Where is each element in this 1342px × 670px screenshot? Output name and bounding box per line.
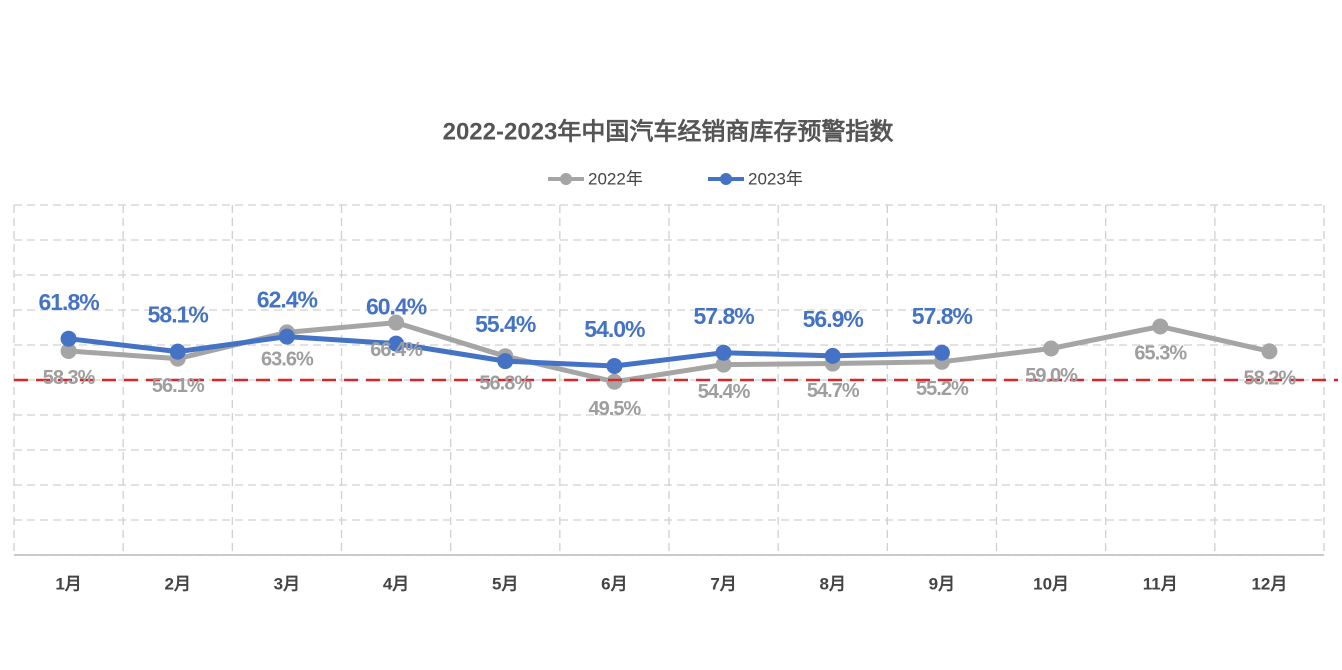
data-point <box>60 330 77 347</box>
data-label: 58.2% <box>1244 368 1297 390</box>
x-tick-label: 5月 <box>492 574 518 593</box>
data-point <box>933 344 950 361</box>
data-label: 56.1% <box>152 375 205 397</box>
legend-label: 2022年 <box>588 169 643 188</box>
x-tick-label: 8月 <box>820 574 846 593</box>
data-label: 49.5% <box>589 398 642 420</box>
legend-marker <box>720 173 732 185</box>
x-tick-label: 2月 <box>165 574 191 593</box>
data-label: 55.4% <box>475 311 536 337</box>
data-label: 60.4% <box>366 294 427 320</box>
data-label: 58.3% <box>43 367 96 389</box>
legend-label: 2023年 <box>748 169 803 188</box>
data-label: 57.8% <box>912 303 973 329</box>
data-label: 57.8% <box>693 303 754 329</box>
chart-title: 2022-2023年中国汽车经销商库存预警指数 <box>443 117 895 145</box>
x-tick-label: 3月 <box>274 574 300 593</box>
data-point <box>715 356 732 373</box>
legend-marker <box>560 173 572 185</box>
x-tick-label: 9月 <box>929 574 955 593</box>
data-label: 55.2% <box>916 378 969 400</box>
data-label: 54.0% <box>584 316 645 342</box>
data-label: 63.6% <box>261 349 314 371</box>
data-point <box>497 353 514 370</box>
data-point <box>606 358 623 374</box>
x-tick-label: 11月 <box>1143 574 1178 593</box>
x-tick-label: 7月 <box>710 574 736 593</box>
data-label: 65.3% <box>1134 343 1187 365</box>
data-label: 58.1% <box>148 302 209 328</box>
data-label: 54.7% <box>807 380 860 402</box>
x-tick-label: 1月 <box>55 574 81 593</box>
data-point <box>388 335 405 352</box>
x-tick-label: 12月 <box>1251 574 1287 593</box>
data-point <box>60 342 77 359</box>
x-tick-label: 6月 <box>601 574 627 593</box>
data-point <box>1152 318 1169 335</box>
data-point <box>824 347 841 364</box>
data-point <box>1261 343 1278 360</box>
data-label: 62.4% <box>257 287 318 313</box>
data-label: 56.8% <box>479 372 532 394</box>
data-point <box>1043 340 1060 357</box>
data-label: 56.9% <box>803 306 864 332</box>
data-point <box>278 328 295 345</box>
data-point <box>606 373 623 390</box>
x-tick-label: 10月 <box>1033 574 1069 593</box>
data-point <box>715 344 732 361</box>
data-label: 54.4% <box>698 381 751 403</box>
data-label: 66.4% <box>370 339 423 361</box>
data-label: 61.8% <box>38 289 99 315</box>
data-point <box>169 343 186 360</box>
data-label: 59.0% <box>1025 365 1078 387</box>
x-tick-label: 4月 <box>383 574 409 593</box>
data-point <box>388 314 405 331</box>
